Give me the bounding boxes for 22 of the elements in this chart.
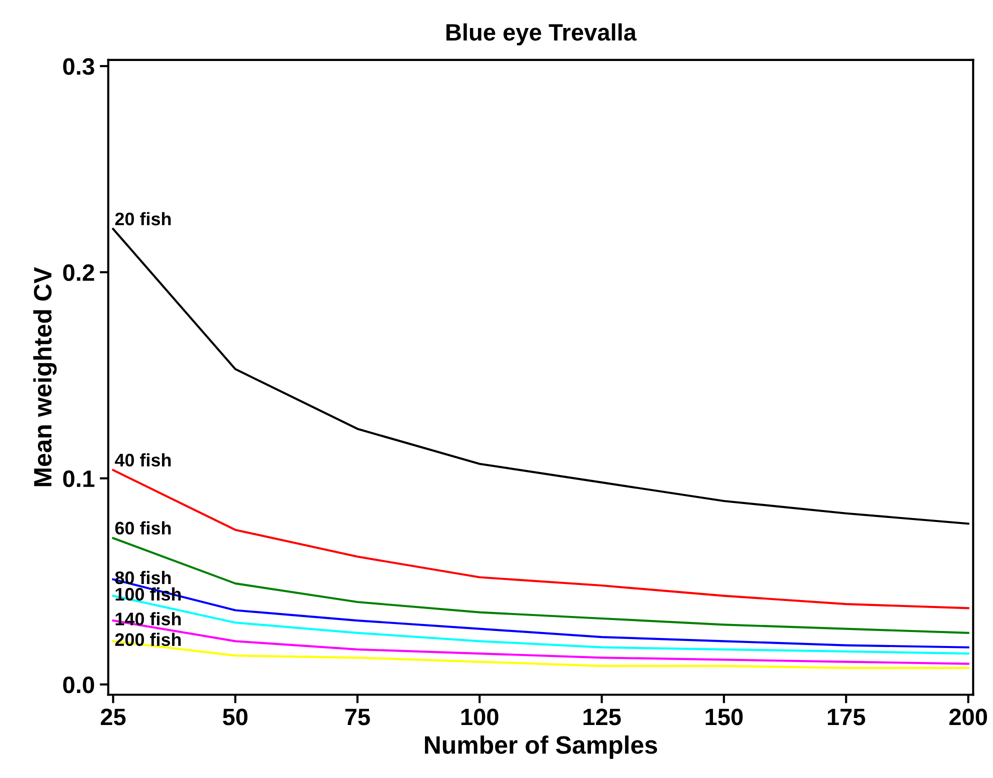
y-tick-label: 0.2 — [63, 264, 94, 281]
series-label: 20 fish — [115, 212, 171, 226]
x-tick-label: 125 — [584, 708, 621, 726]
chart-title: Blue eye Trevalla — [446, 23, 637, 46]
x-tick-label: 25 — [100, 708, 126, 726]
x-tick-label: 50 — [222, 708, 248, 726]
x-tick-label: 150 — [706, 708, 743, 726]
x-tick-label: 100 — [461, 708, 498, 726]
y-axis-title: Mean weighted CV — [33, 267, 57, 486]
series-label: 60 fish — [115, 521, 171, 535]
y-tick-label: 0.0 — [63, 676, 94, 694]
series-label: 40 fish — [114, 453, 171, 467]
series-label: 140 fish — [116, 612, 181, 626]
y-tick-label: 0.3 — [63, 58, 94, 75]
x-tick-label: 175 — [828, 708, 866, 726]
x-axis-title: Number of Samples — [424, 736, 658, 759]
line-series — [112, 537, 970, 634]
line-series — [112, 469, 970, 610]
x-tick-label: 75 — [345, 708, 370, 726]
x-tick-label: 200 — [949, 708, 987, 726]
y-tick-label: 0.1 — [63, 470, 94, 488]
series-label: 80 fish — [115, 570, 171, 584]
